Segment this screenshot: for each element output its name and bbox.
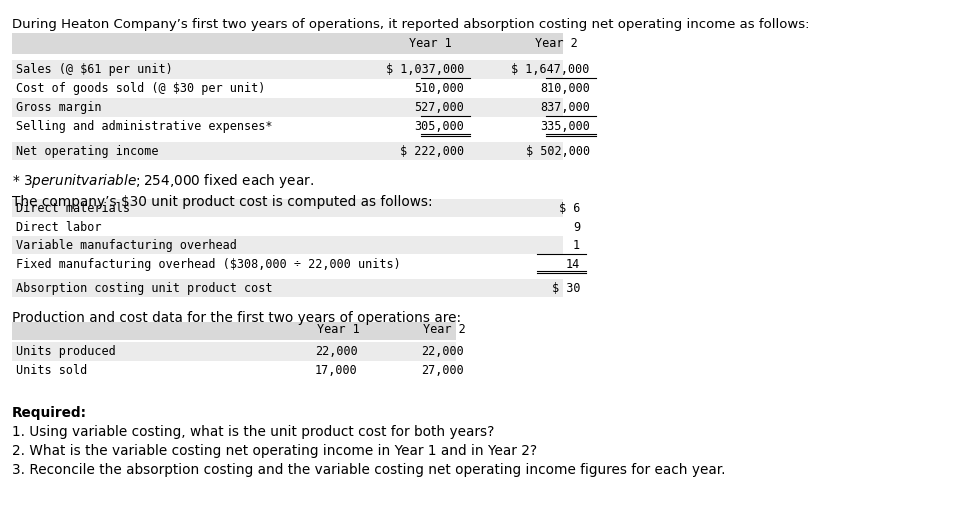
- Text: 810,000: 810,000: [540, 82, 590, 95]
- Text: * $3 per unit variable; $254,000 fixed each year.: * $3 per unit variable; $254,000 fixed e…: [12, 172, 314, 190]
- Text: Year 2: Year 2: [535, 37, 577, 50]
- Text: The company’s $30 unit product cost is computed as follows:: The company’s $30 unit product cost is c…: [12, 195, 432, 209]
- Text: 14: 14: [566, 258, 580, 270]
- Text: 9: 9: [573, 221, 580, 233]
- Text: $ 30: $ 30: [552, 282, 580, 295]
- Text: Required:: Required:: [12, 406, 87, 420]
- Text: Cost of goods sold (@ $30 per unit): Cost of goods sold (@ $30 per unit): [16, 82, 266, 95]
- Text: $ 6: $ 6: [559, 202, 580, 215]
- Text: 1. Using variable costing, what is the unit product cost for both years?: 1. Using variable costing, what is the u…: [12, 425, 494, 439]
- Text: 305,000: 305,000: [414, 120, 464, 133]
- Text: 335,000: 335,000: [540, 120, 590, 133]
- Text: 3. Reconcile the absorption costing and the variable costing net operating incom: 3. Reconcile the absorption costing and …: [12, 463, 725, 476]
- Text: Year 1: Year 1: [317, 323, 360, 336]
- Text: Units sold: Units sold: [16, 364, 88, 377]
- Text: 527,000: 527,000: [414, 101, 464, 114]
- Text: Absorption costing unit product cost: Absorption costing unit product cost: [16, 282, 273, 295]
- Text: Direct materials: Direct materials: [16, 202, 131, 215]
- Text: $ 222,000: $ 222,000: [400, 145, 464, 158]
- Text: Fixed manufacturing overhead ($308,000 ÷ 22,000 units): Fixed manufacturing overhead ($308,000 ÷…: [16, 258, 401, 270]
- Text: $ 1,647,000: $ 1,647,000: [512, 63, 590, 76]
- Text: Direct labor: Direct labor: [16, 221, 102, 233]
- Text: Gross margin: Gross margin: [16, 101, 102, 114]
- Text: $ 1,037,000: $ 1,037,000: [386, 63, 464, 76]
- Text: 510,000: 510,000: [414, 82, 464, 95]
- Text: 22,000: 22,000: [422, 345, 464, 358]
- Text: Production and cost data for the first two years of operations are:: Production and cost data for the first t…: [12, 311, 460, 325]
- Text: Year 1: Year 1: [409, 37, 452, 50]
- Text: Selling and administrative expenses*: Selling and administrative expenses*: [16, 120, 273, 133]
- Text: Sales (@ $61 per unit): Sales (@ $61 per unit): [16, 63, 173, 76]
- Text: 17,000: 17,000: [315, 364, 358, 377]
- Text: 1: 1: [573, 239, 580, 252]
- Text: Units produced: Units produced: [16, 345, 116, 358]
- Text: 27,000: 27,000: [422, 364, 464, 377]
- Text: $ 502,000: $ 502,000: [526, 145, 590, 158]
- Text: Variable manufacturing overhead: Variable manufacturing overhead: [16, 239, 237, 252]
- Text: 837,000: 837,000: [540, 101, 590, 114]
- Text: 22,000: 22,000: [315, 345, 358, 358]
- Text: Net operating income: Net operating income: [16, 145, 159, 158]
- Text: 2. What is the variable costing net operating income in Year 1 and in Year 2?: 2. What is the variable costing net oper…: [12, 444, 537, 457]
- Text: Year 2: Year 2: [424, 323, 466, 336]
- Text: During Heaton Company’s first two years of operations, it reported absorption co: During Heaton Company’s first two years …: [12, 18, 809, 31]
